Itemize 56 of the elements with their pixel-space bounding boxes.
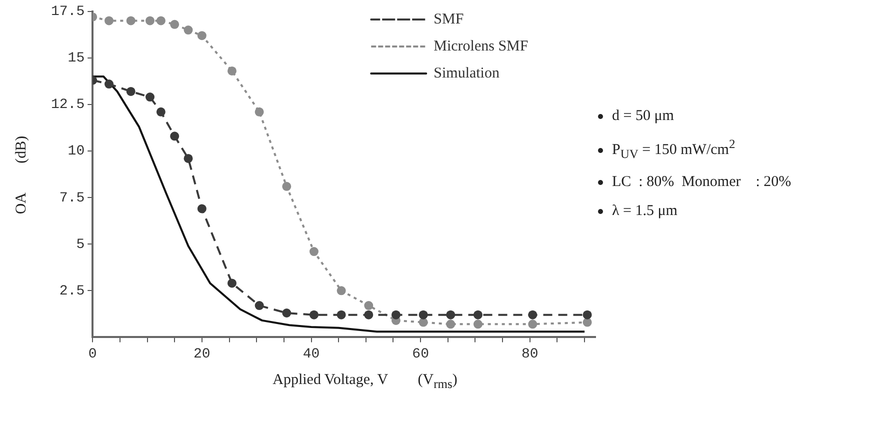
x-tick-label: 40: [302, 346, 320, 362]
point: [528, 320, 538, 329]
point: [126, 86, 136, 96]
x-tick-label: 0: [88, 346, 97, 362]
point: [170, 20, 180, 29]
x-tick-label: 60: [412, 346, 429, 362]
point: [197, 204, 206, 214]
y-tick-label: 10: [68, 144, 85, 160]
point: [146, 16, 154, 26]
point: [336, 286, 346, 296]
text: d = 50 μm: [612, 108, 674, 124]
point: [391, 310, 400, 320]
x-axis-title: Applied Voltage, V (V$_{rms}$): [272, 372, 458, 392]
point: [146, 92, 154, 102]
point: [473, 310, 482, 320]
x-tick-label: 20: [194, 346, 210, 362]
point: [227, 66, 236, 76]
text: LC : 80% Monomer : 20%: [612, 174, 792, 190]
point: [582, 310, 592, 320]
point: [104, 16, 114, 26]
point: [473, 320, 482, 329]
point: [446, 310, 456, 320]
point: [227, 278, 236, 288]
y-tick-label: 2.5: [59, 283, 85, 300]
point: [156, 107, 166, 116]
point: [184, 26, 193, 35]
y-tick-label: 5: [76, 236, 85, 253]
legend-label: SMF: [434, 11, 464, 28]
x-tick-label: 80: [522, 346, 538, 362]
point: [254, 107, 264, 116]
point: [336, 310, 346, 320]
y-tick-label: 7.5: [59, 190, 85, 206]
point: [282, 308, 292, 318]
point: [170, 132, 180, 141]
point: [309, 247, 318, 256]
point: [184, 154, 193, 163]
text: λ = 1.5 μm: [612, 203, 678, 219]
point: [309, 310, 318, 320]
point: [446, 320, 456, 329]
text: P$_{UV}$ = 150 mW/cm$^{2}$: [612, 137, 736, 161]
point: [282, 182, 292, 191]
y-tick-label: 12.5: [50, 97, 85, 114]
y-tick-label: 17.5: [50, 4, 85, 20]
point: [418, 310, 428, 320]
y-tick-label: 15: [68, 50, 85, 67]
legend-label: Simulation: [434, 65, 500, 82]
point: [156, 16, 166, 26]
point: [364, 310, 374, 320]
point: [197, 31, 206, 40]
point: [104, 80, 114, 89]
point: [126, 16, 136, 26]
legend-label: Microlens SMF: [434, 38, 528, 54]
point: [364, 301, 374, 310]
y-axis-title: OA (dB): [14, 136, 30, 214]
point: [254, 301, 264, 310]
point: [528, 310, 538, 320]
